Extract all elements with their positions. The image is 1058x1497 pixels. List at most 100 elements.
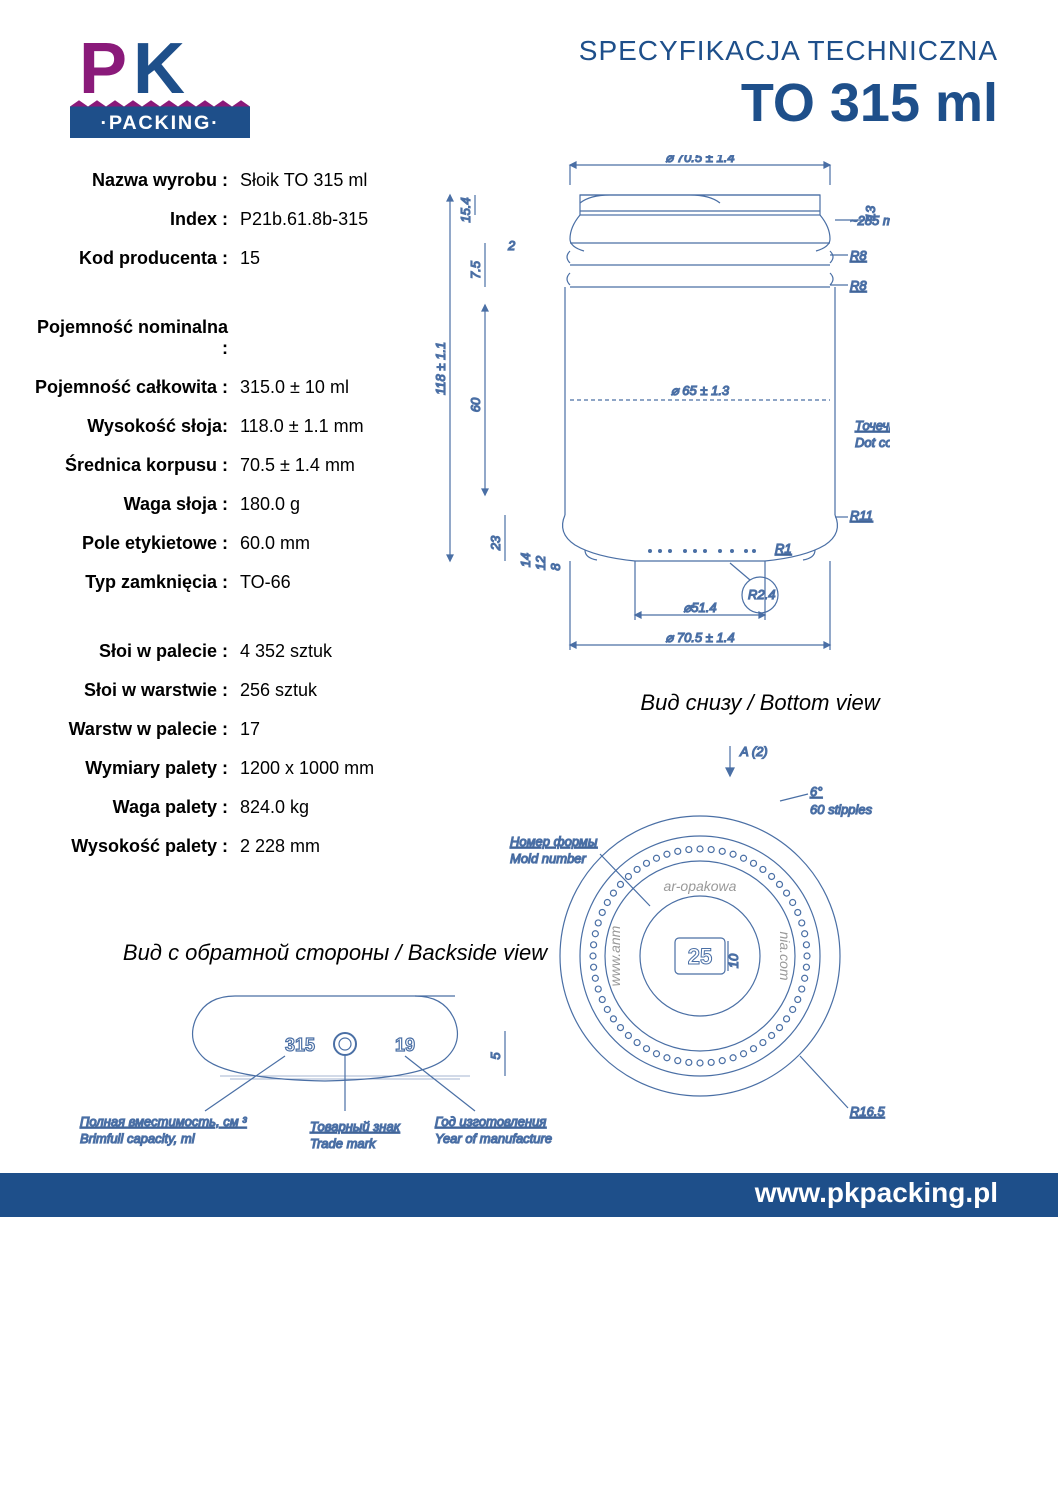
svg-text:Dot co: Dot co [855,435,890,450]
svg-text:Brimfull capacity, ml: Brimfull capacity, ml [80,1131,196,1146]
spec-row: Nazwa wyrobu :Słoik TO 315 ml [30,170,430,191]
spec-label: Wysokość palety : [30,836,240,857]
spec-row: Kod producenta :15 [30,248,430,269]
spec-row: Pole etykietowe :60.0 mm [30,533,430,554]
svg-text:14: 14 [518,553,533,567]
spec-value: 180.0 g [240,494,430,515]
spec-label: Średnica korpusu : [30,455,240,476]
spec-value: TO-66 [240,572,430,593]
spec-row: Słoi w warstwie :256 sztuk [30,680,430,701]
spec-label: Pojemność całkowita : [30,377,240,398]
svg-text:R11: R11 [850,508,873,523]
svg-text:⌀ 70.5 ± 1.4: ⌀ 70.5 ± 1.4 [665,155,734,165]
spec-value: 256 sztuk [240,680,430,701]
svg-text:Товарный знак: Товарный знак [310,1119,401,1134]
spec-label: Waga palety : [30,797,240,818]
svg-text:8: 8 [548,563,563,571]
spec-value [240,317,430,359]
spec-label: Warstw w palecie : [30,719,240,740]
svg-text:10: 10 [726,953,741,968]
spec-label: Wysokość słoja: [30,416,240,437]
product-code: TO 315 ml [579,72,998,134]
bottom-view-title: Вид снизу / Bottom view [490,690,1030,716]
spec-row: Średnica korpusu :70.5 ± 1.4 mm [30,455,430,476]
spec-row: Wysokość palety :2 228 mm [30,836,430,857]
svg-text:Trade mark: Trade mark [310,1136,377,1151]
svg-text:13: 13 [863,205,878,220]
capacity-header-row: Pojemność nominalna : [30,317,430,359]
spec-value: 4 352 sztuk [240,641,430,662]
backside-view-title: Вид с обратной стороны / Backside view [75,940,595,966]
spec-label: Pole etykietowe : [30,533,240,554]
spec-row: Wymiary palety :1200 x 1000 mm [30,758,430,779]
spec-value: 15 [240,248,430,269]
svg-text:Год изготовления: Год изготовления [435,1114,546,1129]
spec-label: Słoi w palecie : [30,641,240,662]
spec-row: Waga palety :824.0 kg [30,797,430,818]
spec-label: Pojemność nominalna : [30,317,240,359]
spec-row: Pojemność całkowita :315.0 ± 10 ml [30,377,430,398]
spec-value: 824.0 kg [240,797,430,818]
spec-value: 315.0 ± 10 ml [240,377,430,398]
svg-text:⌀51.4: ⌀51.4 [683,600,716,615]
spec-row: Index :P21b.61.8b-315 [30,209,430,230]
svg-text:R8: R8 [850,248,867,263]
svg-text:60: 60 [468,397,483,412]
svg-text:R1: R1 [775,541,792,556]
backside-view: Вид с обратной стороны / Backside view 3… [75,940,595,1181]
spec-label: Waga słoja : [30,494,240,515]
spec-row: Słoi w palecie :4 352 sztuk [30,641,430,662]
spec-row: Waga słoja :180.0 g [30,494,430,515]
svg-text:118 ± 1.1: 118 ± 1.1 [433,342,448,395]
svg-text:6°: 6° [810,784,822,799]
svg-text:www.anm: www.anm [607,925,623,986]
logo-k: K [133,30,185,109]
svg-text:19: 19 [395,1035,415,1055]
spec-value: 1200 x 1000 mm [240,758,430,779]
jar-profile-drawing: ⌀ 70.5 ± 1.4 [430,155,1030,680]
spec-value: Słoik TO 315 ml [240,170,430,191]
svg-text:⌀ 70.5 ± 1.4: ⌀ 70.5 ± 1.4 [665,630,734,645]
spec-value: 118.0 ± 1.1 mm [240,416,430,437]
spec-row: Warstw w palecie :17 [30,719,430,740]
spec-value: 17 [240,719,430,740]
spec-label: Typ zamknięcia : [30,572,240,593]
svg-text:Номер формы: Номер формы [510,834,598,849]
spec-label: Wymiary palety : [30,758,240,779]
svg-text:Mold number: Mold number [510,851,587,866]
svg-text:15.4: 15.4 [458,197,473,222]
svg-text:ar-opakowa: ar-opakowa [664,878,737,894]
logo-banner-text: ·PACKING· [100,112,219,134]
company-logo: P K ·PACKING· [70,30,250,152]
svg-text:A (2): A (2) [739,744,768,759]
spec-value: 70.5 ± 1.4 mm [240,455,430,476]
spec-value: 60.0 mm [240,533,430,554]
svg-text:nia.com: nia.com [777,931,793,980]
svg-text:R16.5: R16.5 [850,1104,885,1119]
spec-row: Wysokość słoja:118.0 ± 1.1 mm [30,416,430,437]
spec-row: Typ zamknięcia :TO-66 [30,572,430,593]
svg-text:2: 2 [507,238,516,253]
svg-text:5: 5 [488,1052,503,1060]
spec-label: Słoi w warstwie : [30,680,240,701]
svg-text:R2.4: R2.4 [748,587,775,602]
svg-text:60 stipples: 60 stipples [810,802,873,817]
svg-text:23: 23 [488,535,503,551]
svg-text:⌀ 65 ± 1.3: ⌀ 65 ± 1.3 [671,383,730,398]
spec-label: Kod producenta : [30,248,240,269]
footer-url: www.pkpacking.pl [755,1177,998,1209]
svg-text:12: 12 [533,555,548,570]
spec-label: Nazwa wyrobu : [30,170,240,191]
logo-p: P [79,30,127,109]
spec-label: Index : [30,209,240,230]
spec-table: Nazwa wyrobu :Słoik TO 315 mlIndex :P21b… [30,170,430,875]
svg-text:R8: R8 [850,278,867,293]
svg-text:Полная вместимость, см ³: Полная вместимость, см ³ [80,1114,247,1129]
spec-value: 2 228 mm [240,836,430,857]
svg-text:7.5: 7.5 [468,260,483,279]
svg-text:Точечк: Точечк [855,418,890,433]
spec-value: P21b.61.8b-315 [240,209,430,230]
svg-text:25: 25 [688,944,712,969]
svg-text:Year of manufacture: Year of manufacture [435,1131,552,1146]
header-right: SPECYFIKACJA TECHNICZNA TO 315 ml [579,35,998,134]
